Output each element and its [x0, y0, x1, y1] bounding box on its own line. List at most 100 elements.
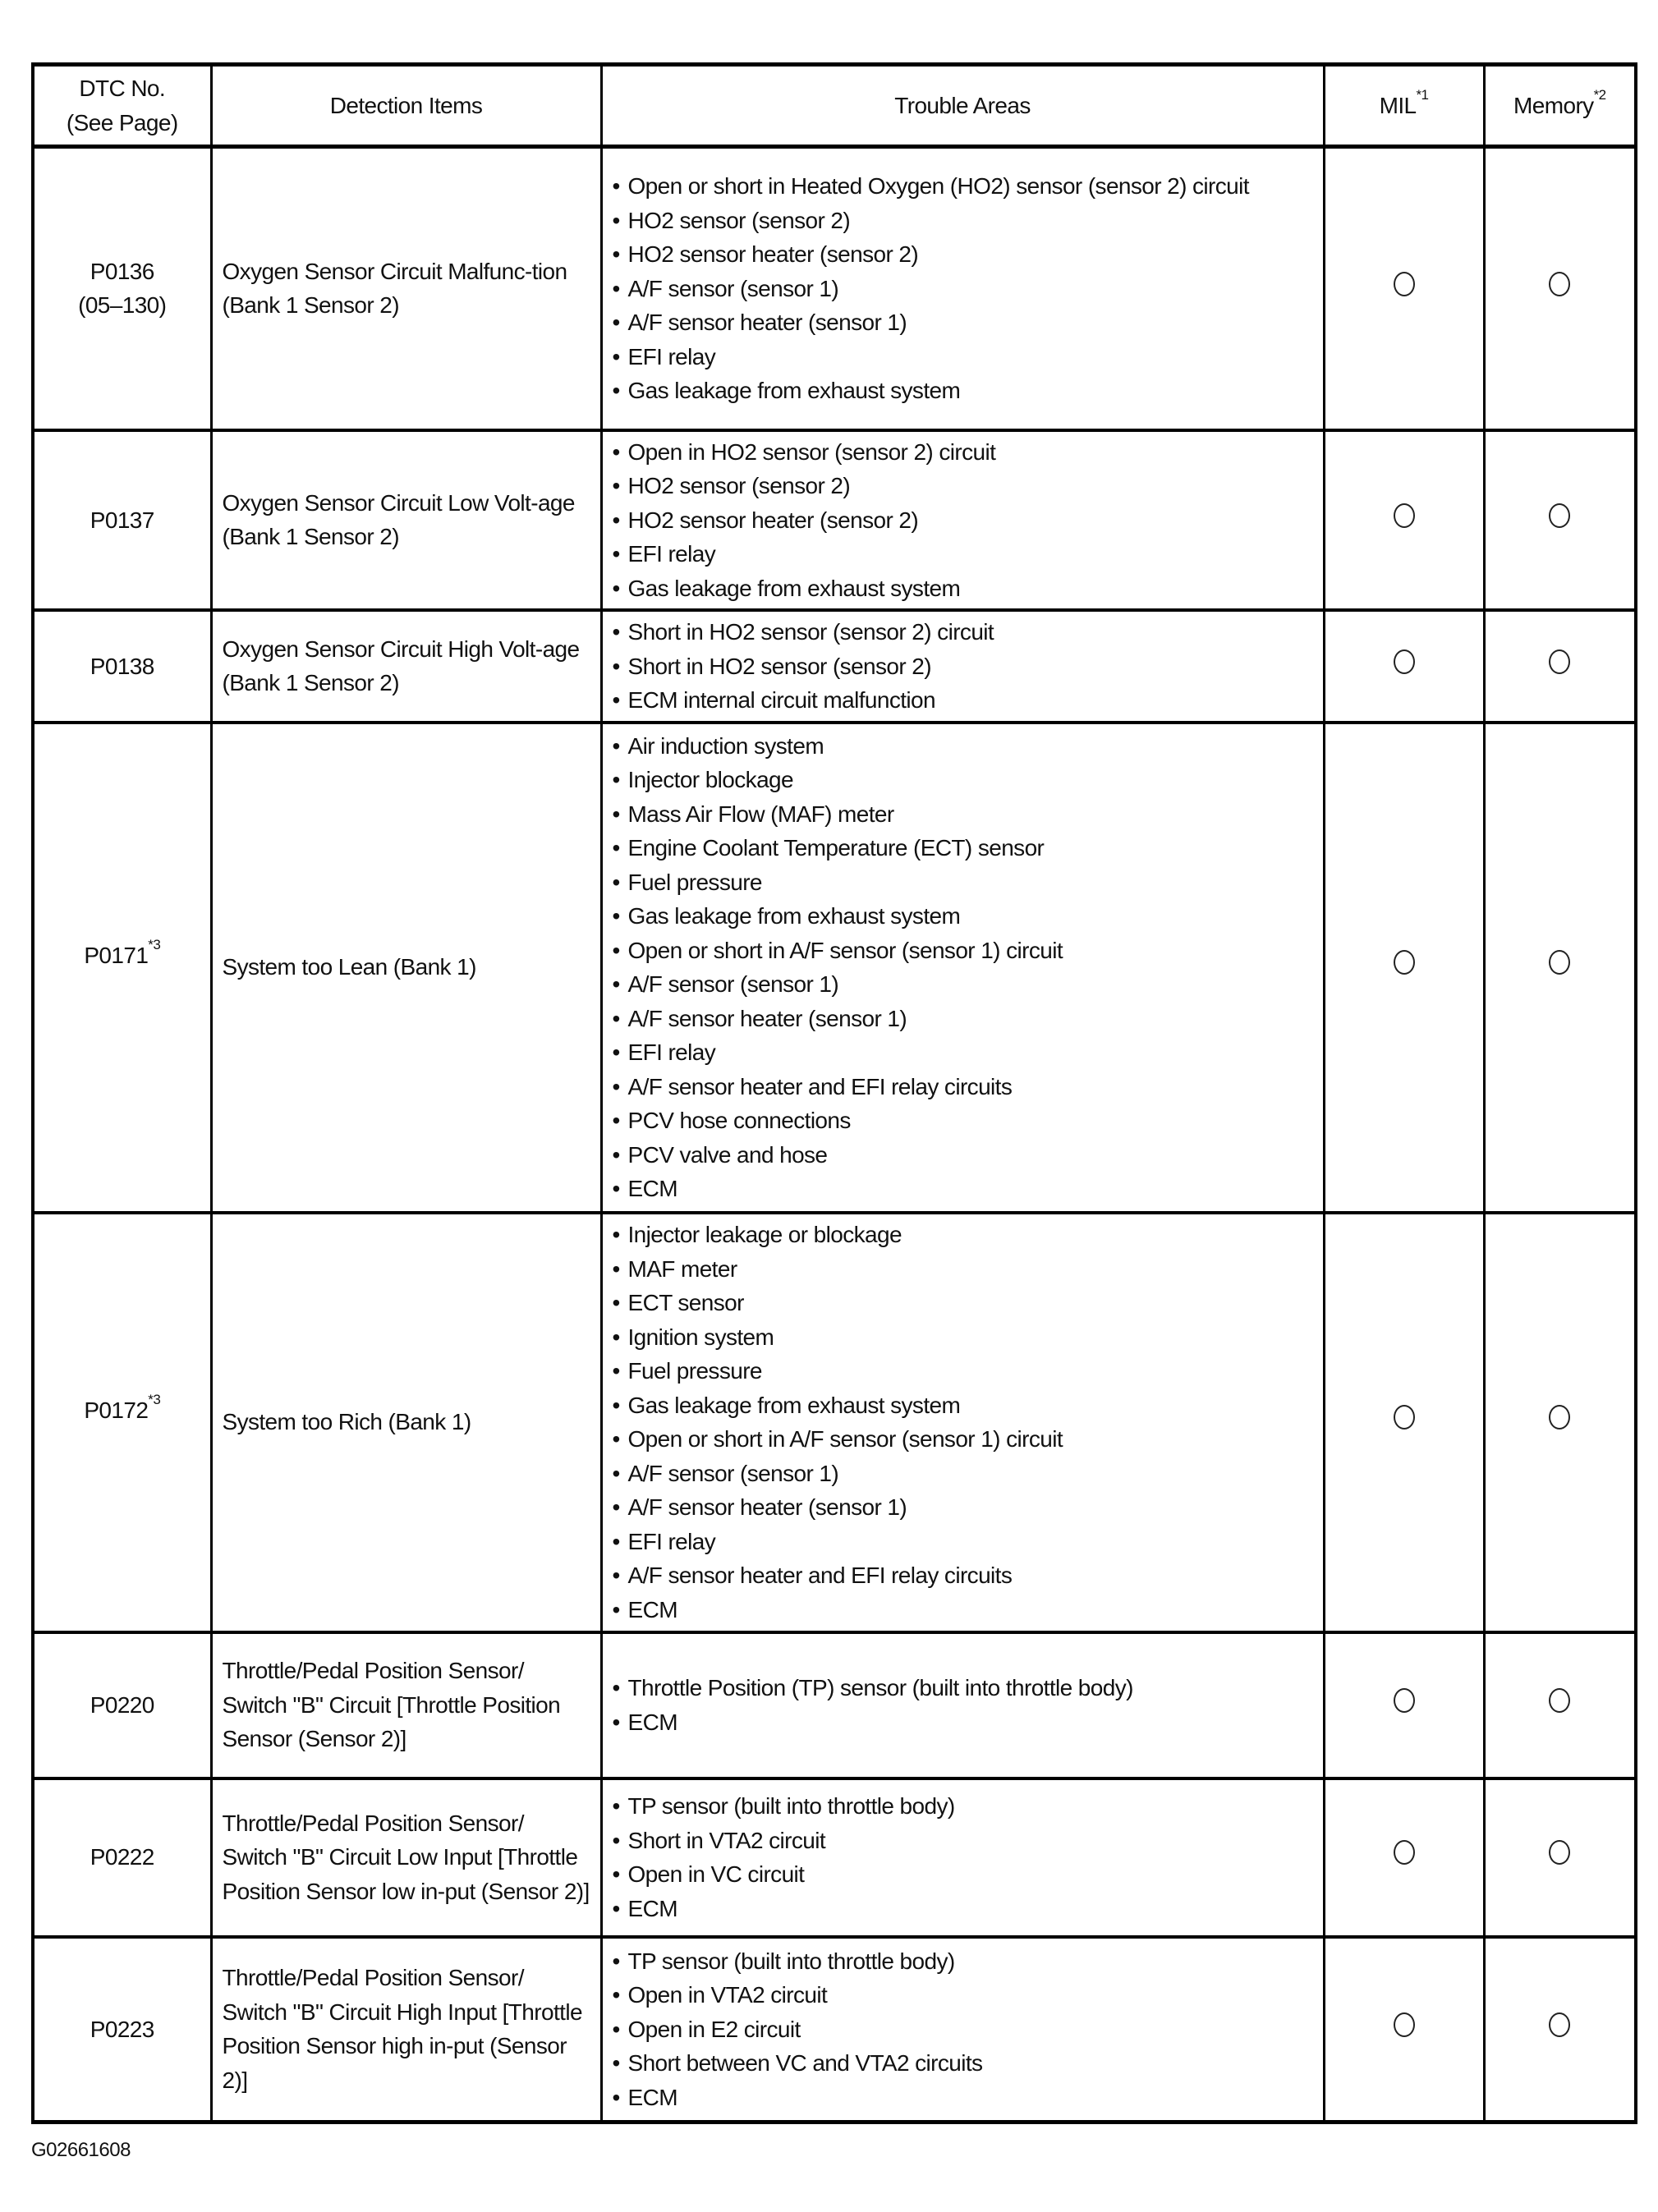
- trouble-areas: Throttle Position (TP) sensor (built int…: [599, 1631, 1325, 1780]
- trouble-item: EFI relay: [613, 1525, 1315, 1559]
- dtc-cell: P0172*3: [31, 1211, 213, 1634]
- memory-cell: [1482, 721, 1637, 1214]
- circle-mark-icon: [1549, 950, 1571, 975]
- header-memory: Memory*2: [1482, 62, 1637, 149]
- circle-mark-icon: [1549, 649, 1571, 674]
- circle-mark-icon: [1393, 950, 1415, 975]
- circle-mark-icon: [1549, 2012, 1571, 2037]
- dtc-footnote: *3: [148, 937, 161, 953]
- table-body: P0136 (05–130) Oxygen Sensor Circuit Malfu…: [31, 145, 1637, 2124]
- dtc-cell: P0137: [31, 429, 213, 612]
- trouble-item: Open in HO2 sensor (sensor 2) circuit: [613, 435, 1315, 470]
- circle-mark-icon: [1549, 271, 1571, 296]
- dtc-code: P0137: [90, 507, 155, 533]
- dtc-code-wrap: P0136: [90, 258, 155, 284]
- mil-cell: [1322, 1211, 1486, 1634]
- figure-id: G02661608: [31, 2139, 131, 2161]
- trouble-item: Short between VC and VTA2 circuits: [613, 2046, 1315, 2081]
- dtc-page-ref: (05–130): [78, 292, 167, 319]
- trouble-item: EFI relay: [613, 537, 1315, 571]
- dtc-code-wrap: P0220: [90, 1692, 155, 1718]
- detection-item: Oxygen Sensor Circuit High Volt-age (Ban…: [209, 608, 603, 724]
- trouble-item: EFI relay: [613, 1035, 1315, 1070]
- circle-mark-icon: [1393, 2012, 1415, 2037]
- mil-cell: [1322, 429, 1486, 612]
- trouble-item: Open or short in A/F sensor (sensor 1) c…: [613, 1422, 1315, 1457]
- circle-mark-icon: [1393, 503, 1415, 528]
- memory-cell: [1482, 608, 1637, 724]
- trouble-item: Mass Air Flow (MAF) meter: [613, 797, 1315, 832]
- trouble-item: ECM: [613, 1172, 1315, 1206]
- detection-item: Throttle/Pedal Position Sensor/ Switch "…: [209, 1631, 603, 1780]
- trouble-item: ECM: [613, 2081, 1315, 2115]
- table-row: P0136 (05–130) Oxygen Sensor Circuit Malfu…: [31, 145, 1637, 432]
- detection-item: Oxygen Sensor Circuit Malfunc-tion (Bank…: [209, 145, 603, 432]
- trouble-item: ECM: [613, 1593, 1315, 1627]
- dtc-cell: P0222: [31, 1777, 213, 1939]
- mil-cell: [1322, 1777, 1486, 1939]
- trouble-list: TP sensor (built into throttle body)Open…: [613, 1944, 1315, 2115]
- trouble-item: A/F sensor (sensor 1): [613, 1457, 1315, 1491]
- trouble-item: Short in HO2 sensor (sensor 2): [613, 649, 1315, 684]
- dtc-code-wrap: P0171*3: [84, 937, 160, 969]
- trouble-areas: Open in HO2 sensor (sensor 2) circuitHO2…: [599, 429, 1325, 612]
- dtc-code: P0172: [84, 1397, 149, 1424]
- mil-cell: [1322, 1631, 1486, 1780]
- dtc-cell: P0220: [31, 1631, 213, 1780]
- trouble-item: Open in E2 circuit: [613, 2012, 1315, 2047]
- header-detection: Detection Items: [209, 62, 603, 149]
- memory-cell: [1482, 1935, 1637, 2124]
- mil-cell: [1322, 608, 1486, 724]
- table-row: P0137 Oxygen Sensor Circuit Low Volt-age …: [31, 429, 1637, 612]
- circle-mark-icon: [1393, 1840, 1415, 1866]
- circle-mark-icon: [1393, 649, 1415, 674]
- header-dtc-line2: (See Page): [66, 109, 178, 135]
- trouble-item: Short in HO2 sensor (sensor 2) circuit: [613, 615, 1315, 649]
- trouble-item: ECM: [613, 1892, 1315, 1926]
- dtc-code: P0138: [90, 653, 155, 679]
- circle-mark-icon: [1549, 1687, 1571, 1713]
- header-memory-label: Memory: [1513, 92, 1594, 118]
- mil-cell: [1322, 145, 1486, 432]
- dtc-code: P0136: [90, 258, 155, 284]
- trouble-item: MAF meter: [613, 1252, 1315, 1287]
- dtc-code-wrap: P0138: [90, 653, 155, 679]
- trouble-item: A/F sensor (sensor 1): [613, 272, 1315, 306]
- dtc-code-wrap: P0172*3: [84, 1392, 160, 1424]
- detection-item: Throttle/Pedal Position Sensor/ Switch "…: [209, 1777, 603, 1939]
- header-mil-label: MIL: [1379, 92, 1417, 118]
- trouble-item: Open or short in A/F sensor (sensor 1) c…: [613, 934, 1315, 968]
- circle-mark-icon: [1393, 271, 1415, 296]
- trouble-item: Open or short in Heated Oxygen (HO2) sen…: [613, 169, 1315, 204]
- trouble-item: TP sensor (built into throttle body): [613, 1789, 1315, 1824]
- table-row: P0223 Throttle/Pedal Position Sensor/ Swi…: [31, 1935, 1637, 2124]
- dtc-code-wrap: P0137: [90, 507, 155, 533]
- trouble-areas: Short in HO2 sensor (sensor 2) circuitSh…: [599, 608, 1325, 724]
- mil-cell: [1322, 721, 1486, 1214]
- trouble-item: Air induction system: [613, 729, 1315, 764]
- circle-mark-icon: [1393, 1687, 1415, 1713]
- dtc-footnote: *3: [148, 1392, 161, 1408]
- dtc-cell: P0223: [31, 1935, 213, 2124]
- trouble-list: Injector leakage or blockageMAF meterECT…: [613, 1218, 1315, 1627]
- trouble-item: Engine Coolant Temperature (ECT) sensor: [613, 831, 1315, 865]
- header-memory-sup: *2: [1593, 86, 1606, 103]
- trouble-list: Air induction systemInjector blockageMas…: [613, 729, 1315, 1206]
- trouble-item: A/F sensor heater (sensor 1): [613, 305, 1315, 340]
- trouble-item: EFI relay: [613, 340, 1315, 374]
- trouble-item: Open in VTA2 circuit: [613, 1978, 1315, 2012]
- trouble-list: Open in HO2 sensor (sensor 2) circuitHO2…: [613, 435, 1315, 606]
- trouble-item: HO2 sensor (sensor 2): [613, 204, 1315, 238]
- trouble-item: Injector leakage or blockage: [613, 1218, 1315, 1252]
- trouble-list: Throttle Position (TP) sensor (built int…: [613, 1671, 1315, 1739]
- trouble-item: Open in VC circuit: [613, 1857, 1315, 1892]
- table-row: P0222 Throttle/Pedal Position Sensor/ Swi…: [31, 1777, 1637, 1939]
- dtc-code: P0222: [90, 1844, 155, 1870]
- trouble-item: PCV valve and hose: [613, 1138, 1315, 1173]
- trouble-item: Gas leakage from exhaust system: [613, 374, 1315, 408]
- dtc-code: P0171: [84, 943, 149, 969]
- trouble-areas: Open or short in Heated Oxygen (HO2) sen…: [599, 145, 1325, 432]
- trouble-item: ECM internal circuit malfunction: [613, 683, 1315, 718]
